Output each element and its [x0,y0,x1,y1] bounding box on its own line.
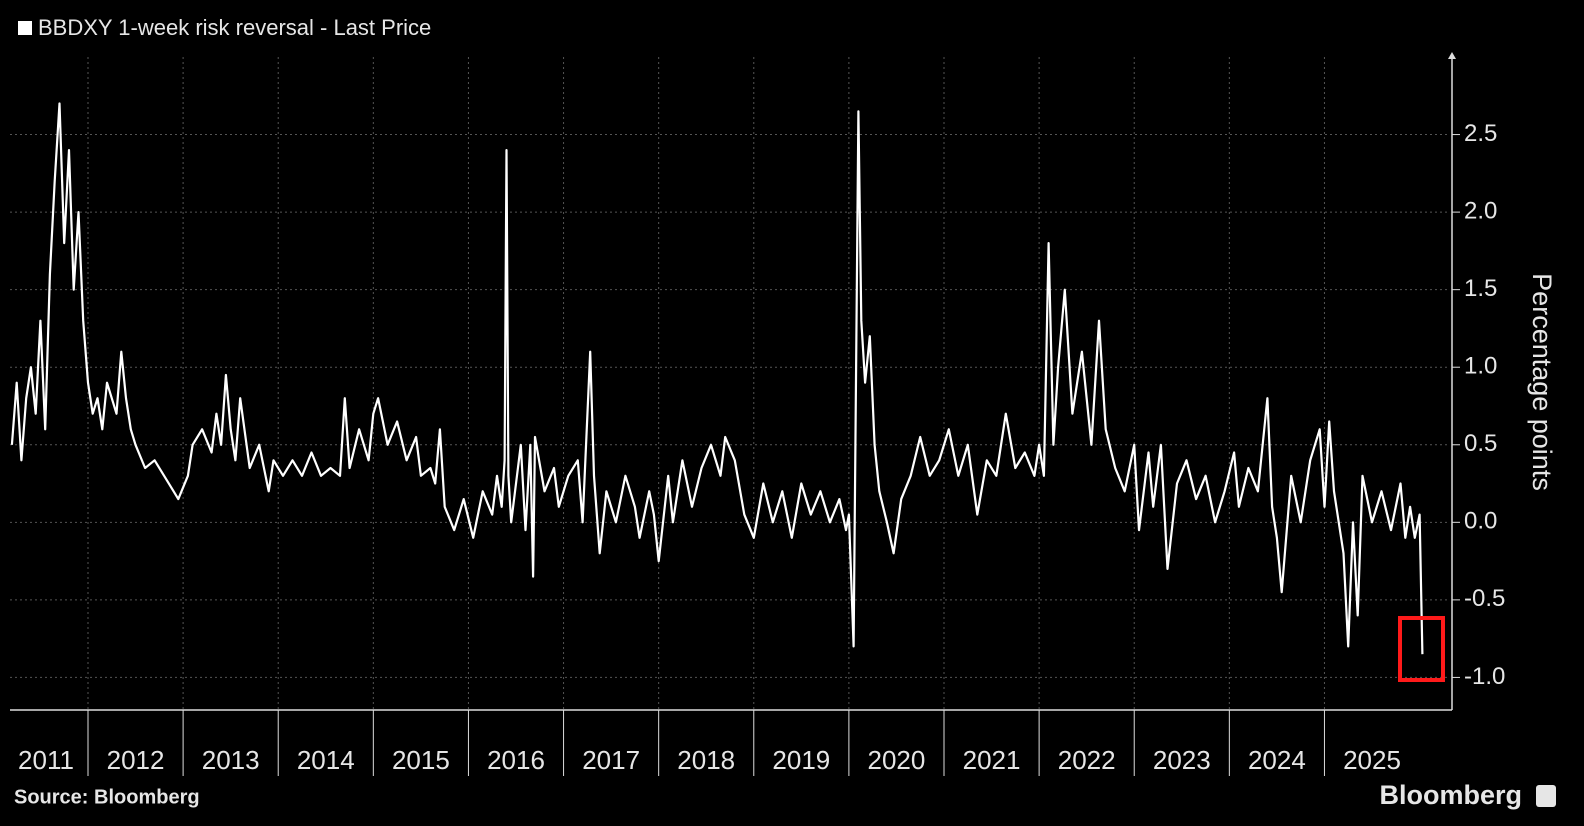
x-tick-label: 2018 [677,745,735,775]
source: Source: Bloomberg [14,786,200,808]
legend-swatch [18,21,32,35]
x-tick-label: 2019 [772,745,830,775]
y-tick-label: 0.0 [1464,508,1497,535]
x-tick-label: 2025 [1343,745,1401,775]
y-tick-label: -0.5 [1464,585,1505,612]
x-tick-label: 2011 [18,745,74,775]
y-tick-label: 0.5 [1464,430,1497,457]
y-tick-label: -1.0 [1464,663,1505,690]
x-tick-label: 2017 [582,745,640,775]
y-axis-label: Percentage points [1527,273,1557,491]
x-tick-label: 2023 [1153,745,1211,775]
x-tick-label: 2024 [1248,745,1306,775]
x-tick-label: 2022 [1058,745,1116,775]
brand: Bloomberg [1379,780,1522,810]
brand-icon [1536,785,1556,807]
axis-arrow [1448,52,1456,59]
data-line [10,102,1424,655]
legend-label: BBDXY 1-week risk reversal - Last Price [38,15,431,40]
plot-area [10,57,1450,710]
x-tick-label: 2016 [487,745,545,775]
x-tick-label: 2014 [297,745,355,775]
y-tick-label: 2.0 [1464,197,1497,224]
x-tick-label: 2012 [107,745,165,775]
x-tick-label: 2020 [868,745,926,775]
highlight-box [1398,616,1445,682]
x-tick-label: 2015 [392,745,450,775]
x-tick-label: 2021 [963,745,1021,775]
y-tick-label: 1.5 [1464,275,1497,302]
y-tick-label: 1.0 [1464,353,1497,380]
y-tick-label: 2.5 [1464,120,1497,147]
x-tick-label: 2013 [202,745,260,775]
